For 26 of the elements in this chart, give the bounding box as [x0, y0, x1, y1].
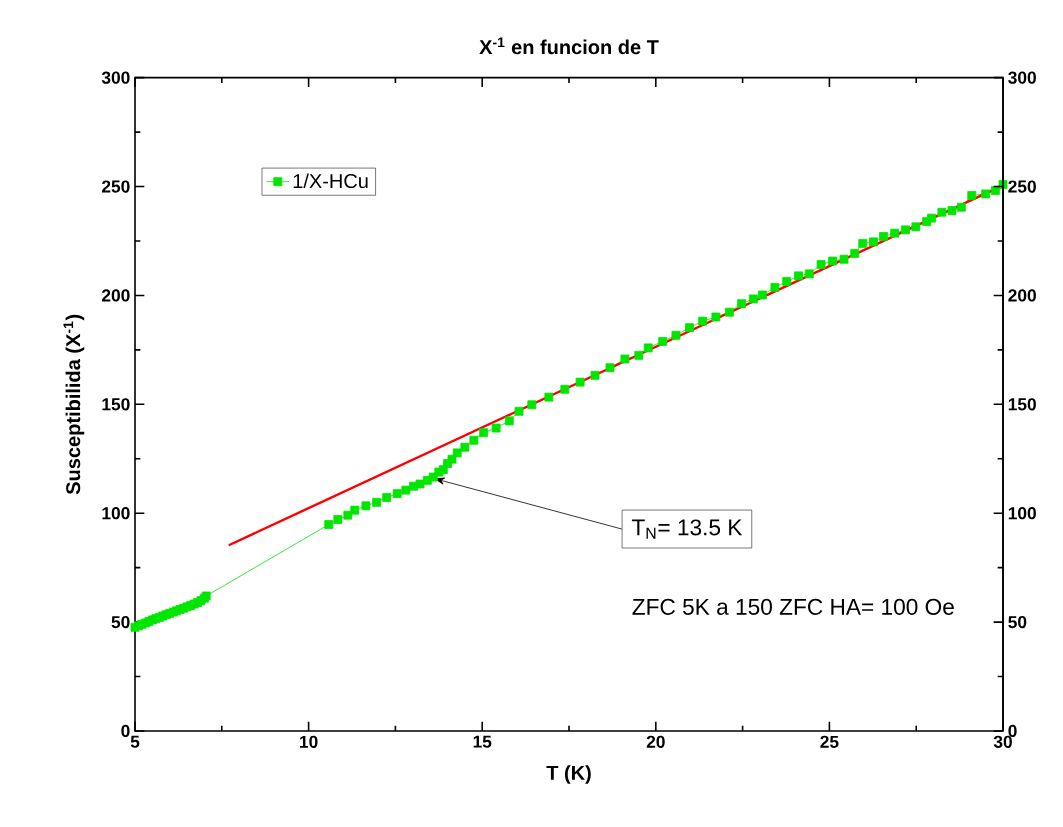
x-axis-title: T (K)	[546, 765, 591, 784]
y-tick-label: 50	[111, 615, 130, 629]
x-tick-label: 15	[473, 735, 492, 748]
y-tick-label: 250	[101, 180, 130, 193]
x-tick-label: 30	[993, 735, 1012, 748]
x-tick-label: 10	[300, 735, 318, 748]
chart-title: X$^{-1}$ en funcion de T	[479, 37, 659, 55]
x-tick-label: 25	[820, 735, 839, 748]
y2-tick-label: 100	[1008, 507, 1036, 520]
x-tick-label: 20	[646, 735, 665, 748]
y2-tick-label: 300	[1008, 71, 1036, 84]
annotation: T$_{N}$= 13.5 K	[631, 519, 743, 539]
y-tick-label: 150	[102, 398, 130, 411]
y2-tick-label: 0	[1008, 724, 1017, 738]
y-tick-label: 200	[101, 289, 130, 302]
y2-tick-label: 150	[1008, 398, 1036, 411]
y-axis-title: Susceptibilida (X$^{-1}$)	[63, 314, 85, 495]
legend-label: 1/X-HCu	[293, 173, 368, 189]
y-tick-label: 100	[102, 507, 130, 520]
y2-tick-label: 50	[1008, 615, 1027, 629]
y-tick-label: 300	[101, 71, 130, 84]
x-tick-label: 5	[130, 735, 140, 748]
y2-tick-label: 200	[1008, 289, 1036, 302]
y2-tick-label: 250	[1008, 180, 1036, 193]
annotation: ZFC 5K a 150 ZFC HA= 100 Oe	[632, 598, 954, 615]
y-tick-label: 0	[121, 724, 130, 738]
